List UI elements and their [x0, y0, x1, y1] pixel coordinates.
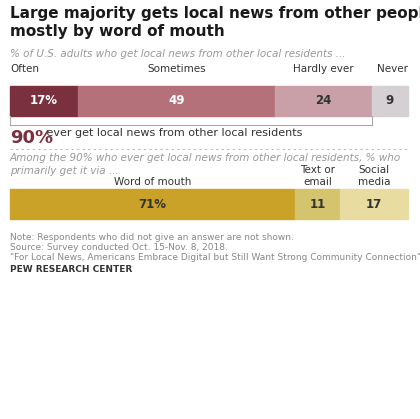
Bar	[372, 86, 408, 116]
Bar	[79, 86, 276, 116]
Text: "For Local News, Americans Embrace Digital but Still Want Strong Community Conne: "For Local News, Americans Embrace Digit…	[10, 253, 420, 262]
Text: PEW RESEARCH CENTER: PEW RESEARCH CENTER	[10, 265, 132, 274]
Text: Social
media: Social media	[357, 165, 390, 187]
Text: 71%: 71%	[139, 197, 167, 210]
Text: 24: 24	[315, 95, 332, 108]
Bar	[10, 86, 79, 116]
Text: Text or
email: Text or email	[300, 165, 335, 187]
Bar	[276, 86, 372, 116]
Text: 49: 49	[168, 95, 185, 108]
Text: Often: Often	[10, 64, 39, 74]
Text: Never: Never	[377, 64, 408, 74]
Text: 17%: 17%	[30, 95, 58, 108]
Text: 9: 9	[386, 95, 394, 108]
Text: 90%: 90%	[10, 129, 53, 147]
Text: Word of mouth: Word of mouth	[114, 177, 192, 187]
Text: Source: Survey conducted Oct. 15-Nov. 8, 2018.: Source: Survey conducted Oct. 15-Nov. 8,…	[10, 243, 228, 252]
Text: % of U.S. adults who get local news from other local residents ...: % of U.S. adults who get local news from…	[10, 49, 346, 59]
Text: Large majority gets local news from other people,
mostly by word of mouth: Large majority gets local news from othe…	[10, 6, 420, 39]
Text: 17: 17	[366, 197, 382, 210]
Text: Hardly ever: Hardly ever	[293, 64, 354, 74]
Text: Among the 90% who ever get local news from other local residents, % who
primaril: Among the 90% who ever get local news fr…	[10, 153, 401, 176]
Text: Sometimes: Sometimes	[147, 64, 206, 74]
Bar	[10, 189, 295, 219]
Text: Note: Respondents who did not give an answer are not shown.: Note: Respondents who did not give an an…	[10, 233, 294, 242]
Text: 11: 11	[310, 197, 326, 210]
Bar	[340, 189, 408, 219]
Text: ever get local news from other local residents: ever get local news from other local res…	[43, 128, 302, 138]
Bar	[295, 189, 340, 219]
